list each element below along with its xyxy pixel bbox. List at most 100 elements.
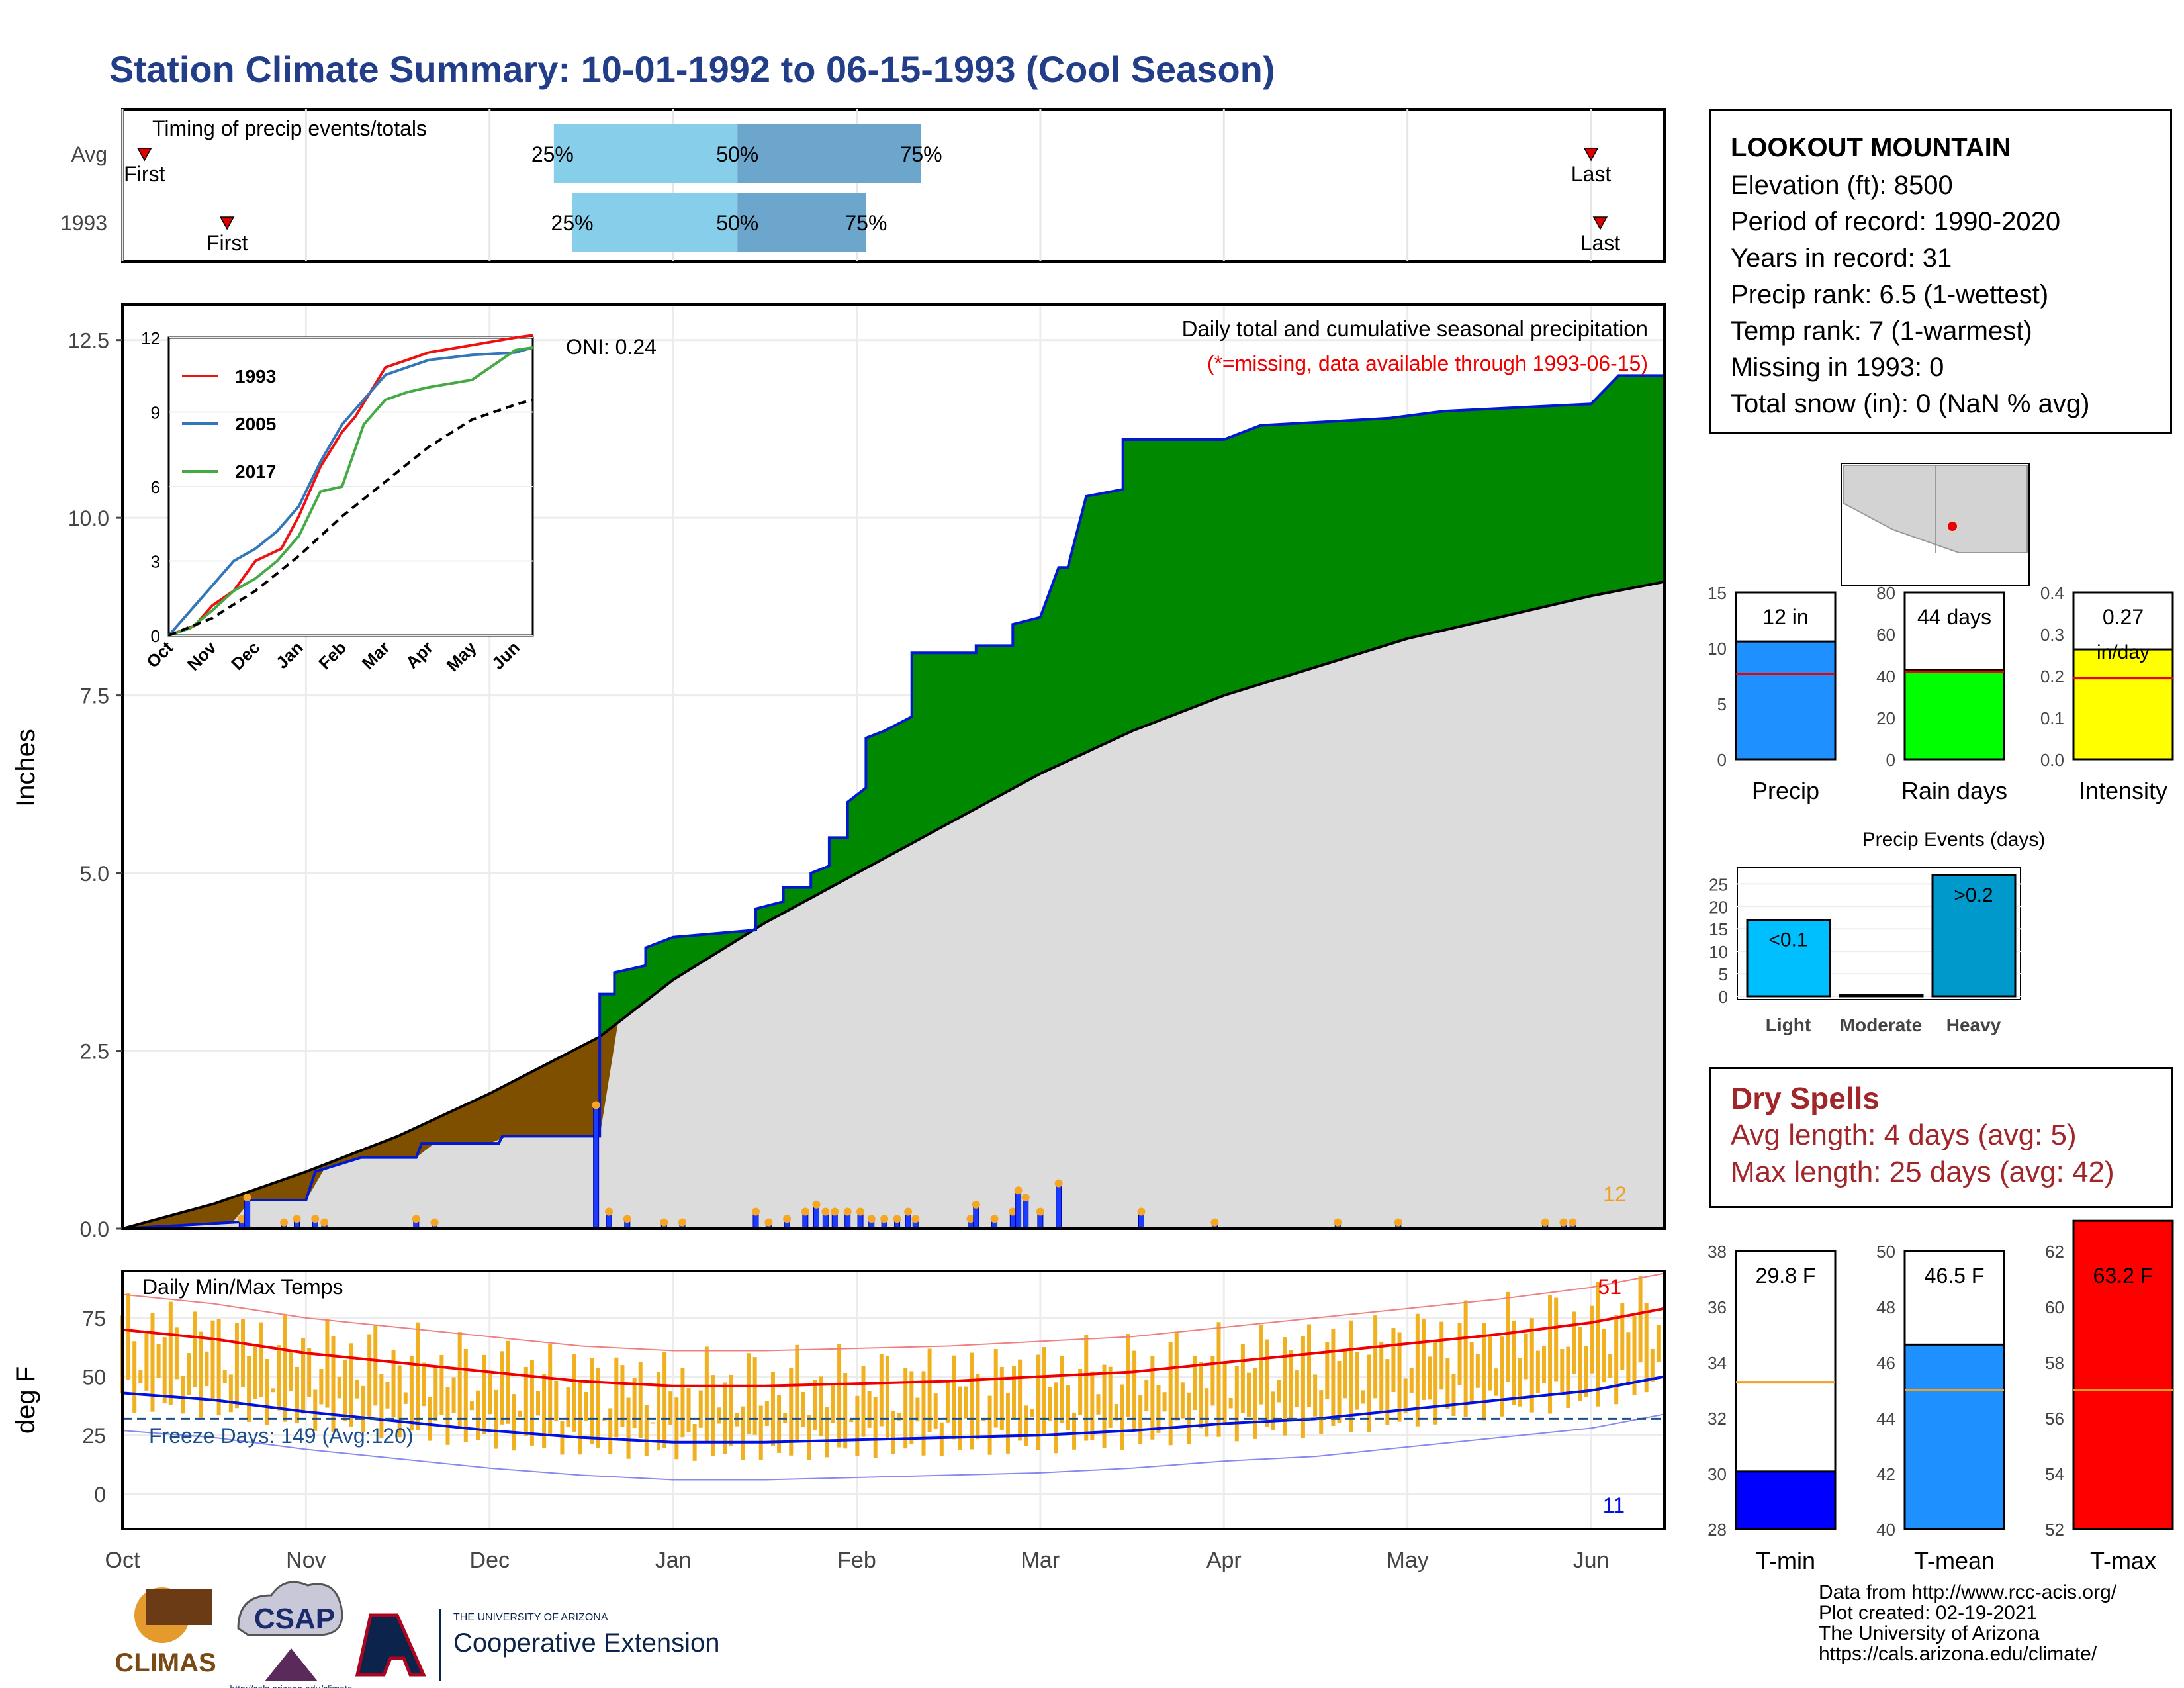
daily-temp-bar bbox=[747, 1353, 751, 1434]
daily-temp-bar bbox=[1005, 1393, 1010, 1454]
daily-precip-bar bbox=[905, 1214, 911, 1229]
daily-temp-bar bbox=[1596, 1282, 1600, 1407]
daily-temp-bar bbox=[867, 1391, 872, 1428]
daily-precip-dot bbox=[605, 1207, 614, 1216]
daily-temp-bar bbox=[1054, 1382, 1058, 1454]
daily-temp-bar bbox=[1620, 1303, 1625, 1370]
station-detail: Precip rank: 6.5 (1-wettest) bbox=[1731, 280, 2049, 309]
summary-y-tick: 40 bbox=[1876, 1520, 1895, 1540]
events-bar-label: <0.1 bbox=[1768, 929, 1807, 951]
daily-temp-bar bbox=[638, 1362, 643, 1438]
daily-precip-dot bbox=[812, 1200, 821, 1209]
daily-temp-bar bbox=[168, 1301, 173, 1405]
daily-temp-bar bbox=[379, 1374, 384, 1438]
daily-temp-bar bbox=[1246, 1372, 1251, 1417]
daily-precip-bar bbox=[1009, 1214, 1016, 1229]
avg-cumulative-line bbox=[122, 580, 1665, 1230]
daily-temp-bar bbox=[355, 1379, 359, 1399]
daily-temp-bar bbox=[813, 1380, 817, 1430]
daily-temp-bar bbox=[777, 1395, 782, 1453]
daily-temp-bar bbox=[1048, 1387, 1052, 1422]
record-min-line bbox=[122, 1413, 1665, 1481]
dry-spells-max: Max length: 25 days (avg: 42) bbox=[1731, 1156, 2115, 1188]
daily-temp-bar bbox=[1162, 1392, 1167, 1412]
daily-temp-bar bbox=[463, 1348, 468, 1442]
events-category-label: Moderate bbox=[1840, 1015, 1922, 1035]
daily-precip-dot bbox=[1036, 1207, 1044, 1216]
daily-temp-bar bbox=[644, 1405, 649, 1457]
daily-precip-dot bbox=[990, 1215, 999, 1223]
csap-mountain-icon bbox=[265, 1648, 318, 1681]
summary-y-tick: 44 bbox=[1876, 1409, 1895, 1429]
timing-p50: 50% bbox=[716, 142, 758, 166]
summary-y-tick: 28 bbox=[1707, 1520, 1727, 1540]
credit-line: Plot created: 02-19-2021 bbox=[1819, 1602, 2038, 1624]
inset-y-tick: 6 bbox=[151, 477, 160, 497]
events-bar-label: >0.2 bbox=[1954, 884, 1993, 906]
daily-temp-bar bbox=[536, 1391, 541, 1416]
daily-precip-bar bbox=[802, 1214, 809, 1229]
summary-value-label: 63.2 F bbox=[2093, 1264, 2154, 1288]
daily-temp-bar bbox=[1385, 1359, 1390, 1425]
daily-temp-bar bbox=[475, 1390, 480, 1440]
summary-y-tick: 15 bbox=[1707, 583, 1727, 603]
daily-temp-bar bbox=[1361, 1390, 1365, 1404]
ua-logo-text: Cooperative Extension bbox=[453, 1628, 719, 1658]
daily-precip-dot bbox=[1394, 1218, 1402, 1227]
climas-logo-mark bbox=[146, 1589, 212, 1625]
daily-temp-bar bbox=[1554, 1297, 1559, 1382]
events-y-tick: 25 bbox=[1709, 874, 1728, 894]
daily-temp-bar bbox=[566, 1387, 570, 1427]
daily-temp-bar bbox=[367, 1334, 372, 1418]
daily-precip-dot bbox=[592, 1101, 600, 1109]
daily-temp-bar bbox=[494, 1389, 498, 1449]
daily-precip-dot bbox=[678, 1218, 687, 1227]
daily-temp-bar bbox=[1319, 1390, 1324, 1434]
daily-temp-bar bbox=[1168, 1342, 1173, 1446]
daily-temp-bar bbox=[210, 1320, 215, 1399]
daily-temp-bar bbox=[952, 1355, 956, 1440]
daily-temp-bar bbox=[1379, 1341, 1384, 1413]
month-label: Jan bbox=[655, 1548, 692, 1573]
daily-temp-bar bbox=[506, 1340, 510, 1424]
precip-y-label: Inches bbox=[11, 729, 40, 807]
timing-p25: 25% bbox=[551, 211, 594, 235]
daily-temp-bar bbox=[1445, 1358, 1450, 1409]
summary-category-label: Precip bbox=[1752, 777, 1819, 804]
daily-temp-bar bbox=[710, 1375, 715, 1456]
dry-spells-avg: Avg length: 4 days (avg: 5) bbox=[1731, 1119, 2077, 1151]
daily-temp-bar bbox=[1240, 1344, 1245, 1413]
daily-precip-bar bbox=[857, 1214, 864, 1229]
temp-y-tick: 50 bbox=[82, 1366, 106, 1389]
daily-temp-bar bbox=[1343, 1350, 1347, 1399]
daily-temp-bar bbox=[795, 1344, 799, 1442]
daily-temp-bar bbox=[1650, 1348, 1655, 1382]
daily-temp-bar bbox=[1541, 1346, 1546, 1383]
daily-temp-bar bbox=[789, 1368, 794, 1456]
credits: Data from http://www.rcc-acis.org/ Plot … bbox=[1819, 1582, 2116, 1664]
timing-p25: 25% bbox=[531, 142, 574, 166]
station-detail: Total snow (in): 0 (NaN % avg) bbox=[1731, 389, 2090, 418]
daily-temp-bar bbox=[1590, 1305, 1594, 1374]
timing-marker bbox=[1592, 216, 1608, 230]
summary-y-tick: 46 bbox=[1876, 1353, 1895, 1373]
daily-temp-bar bbox=[1102, 1364, 1107, 1448]
inset-y-tick: 0 bbox=[151, 626, 160, 646]
inset-legend-label: 2017 bbox=[235, 461, 276, 482]
daily-temp-bar bbox=[174, 1327, 179, 1380]
timing-p75: 75% bbox=[900, 142, 942, 166]
month-label: May bbox=[1387, 1548, 1429, 1573]
daily-temp-bar bbox=[729, 1374, 733, 1446]
daily-temp-bar bbox=[1205, 1388, 1209, 1437]
freeze-label: Freeze Days: 149 (Avg:120) bbox=[149, 1424, 414, 1448]
daily-temp-bar bbox=[891, 1410, 895, 1454]
timing-marker bbox=[219, 216, 235, 230]
daily-temp-bar bbox=[253, 1345, 257, 1399]
daily-temp-bar bbox=[1277, 1380, 1281, 1403]
inset-y-tick: 3 bbox=[151, 552, 160, 572]
daily-temp-bar bbox=[861, 1366, 866, 1437]
daily-temp-bar bbox=[1488, 1335, 1492, 1391]
month-label: Apr bbox=[1206, 1548, 1242, 1573]
daily-precip-dot bbox=[1014, 1186, 1023, 1195]
daily-temp-bar bbox=[1222, 1361, 1227, 1425]
